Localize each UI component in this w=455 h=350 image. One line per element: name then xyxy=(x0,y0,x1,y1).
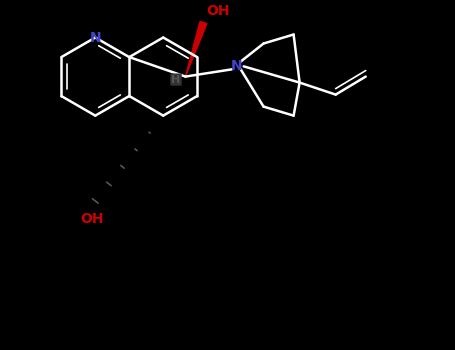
Text: N: N xyxy=(90,30,101,44)
Text: N: N xyxy=(231,60,243,74)
Polygon shape xyxy=(186,21,207,77)
Text: OH: OH xyxy=(207,4,230,18)
Text: OH: OH xyxy=(81,212,104,226)
Text: H: H xyxy=(172,75,181,85)
